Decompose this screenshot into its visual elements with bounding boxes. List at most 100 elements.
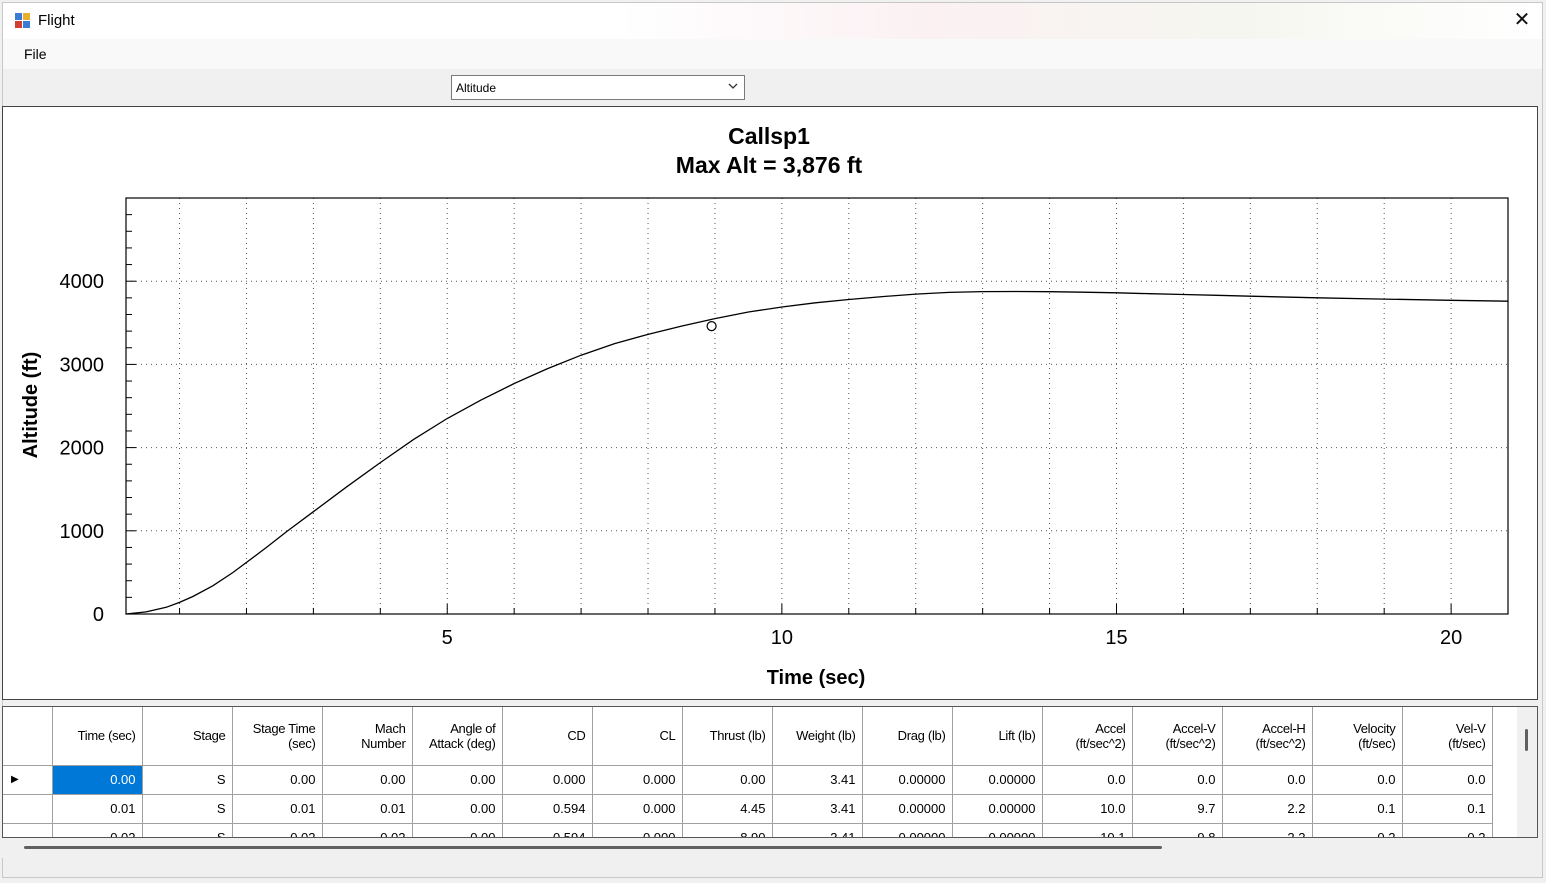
table-cell[interactable]: 2.2 (1222, 794, 1313, 824)
plot-frame (125, 197, 1509, 615)
table-cell[interactable]: 0.2 (1402, 823, 1493, 837)
table-cell[interactable]: 0.594 (502, 794, 593, 824)
chart-title: Callsp1 (728, 123, 810, 149)
y-tick-label: 4000 (60, 271, 105, 293)
table-cell[interactable]: 0.000 (592, 765, 683, 795)
table-cell[interactable]: 3.41 (772, 765, 863, 795)
table-cell[interactable]: 0.000 (592, 794, 683, 824)
table-cell[interactable]: 0.00 (412, 765, 503, 795)
flight-app-icon (15, 13, 31, 29)
column-header[interactable]: Mach Number (322, 707, 413, 766)
close-icon: ✕ (1513, 9, 1531, 31)
y-tick-label: 3000 (60, 354, 105, 376)
y-axis-label: Altitude (ft) (20, 352, 42, 459)
table-cell[interactable]: 0.000 (502, 765, 593, 795)
vertical-scroll-thumb[interactable] (1525, 729, 1528, 751)
table-cell[interactable]: 0.0 (1132, 765, 1223, 795)
menu-file[interactable]: File (24, 46, 47, 62)
table-cell[interactable]: 0.00 (232, 765, 323, 795)
table-cell[interactable]: 0.00000 (862, 823, 953, 837)
column-header[interactable]: Weight (lb) (772, 707, 863, 766)
y-tick-label: 2000 (60, 438, 105, 460)
grid-corner-cell[interactable] (3, 707, 53, 766)
horizontal-scrollbar[interactable] (2, 838, 1538, 858)
window-title: Flight (38, 12, 75, 29)
table-cell[interactable]: 0.0 (1042, 765, 1133, 795)
table-cell[interactable]: 0.0 (1402, 765, 1493, 795)
x-tick-label: 5 (442, 627, 453, 649)
table-cell[interactable]: 0.00000 (952, 765, 1043, 795)
table-row[interactable]: 0.01 S 0.01 0.01 0.00 0.594 0.000 4.45 3.41 0.000… (3, 794, 1493, 824)
table-cell[interactable]: 0.00000 (952, 823, 1043, 837)
column-header[interactable]: Drag (lb) (862, 707, 953, 766)
table-cell[interactable]: 3.41 (772, 794, 863, 824)
chart-subtitle: Max Alt = 3,876 ft (676, 152, 863, 178)
column-header[interactable]: Velocity (ft/sec) (1312, 707, 1403, 766)
table-cell[interactable]: 0.00 (682, 765, 773, 795)
chevron-down-icon (728, 83, 738, 89)
column-header[interactable]: CD (502, 707, 593, 766)
table-cell[interactable]: 4.45 (682, 794, 773, 824)
table-cell[interactable]: S (142, 823, 233, 837)
table-cell[interactable]: 0.594 (502, 823, 593, 837)
table-cell[interactable]: 0.00 (322, 765, 413, 795)
table-cell[interactable]: 9.7 (1132, 794, 1223, 824)
row-header[interactable] (3, 794, 53, 824)
x-axis-label: Time (sec) (767, 667, 866, 689)
column-header[interactable]: Stage (142, 707, 233, 766)
table-cell[interactable]: 0.00000 (952, 794, 1043, 824)
row-header[interactable]: ▶ (3, 765, 53, 795)
x-tick-label: 10 (771, 627, 793, 649)
plot-variable-select[interactable]: Altitude (451, 75, 745, 100)
title-bar[interactable]: Flight ✕ (3, 3, 1542, 39)
table-row[interactable]: 0.02 S 0.02 0.02 0.00 0.594 0.000 8.90 3.41 0.000… (3, 823, 1493, 837)
column-header[interactable]: CL (592, 707, 683, 766)
column-header[interactable]: Lift (lb) (952, 707, 1043, 766)
y-tick-label: 1000 (60, 521, 105, 543)
column-header[interactable]: Thrust (lb) (682, 707, 773, 766)
column-header[interactable]: Accel-H (ft/sec^2) (1222, 707, 1313, 766)
table-cell[interactable]: 0.2 (1312, 823, 1403, 837)
table-cell[interactable]: 0.02 (322, 823, 413, 837)
menu-bar: File (3, 39, 1542, 69)
table-cell[interactable]: 0.01 (232, 794, 323, 824)
table-cell[interactable]: 0.02 (52, 823, 143, 837)
column-header[interactable]: Vel-V (ft/sec) (1402, 707, 1493, 766)
table-cell[interactable]: 0.02 (232, 823, 323, 837)
table-row[interactable]: ▶ 0.00 S 0.00 0.00 0.00 0.000 0.000 0.00 3.41 0.00… (3, 765, 1493, 795)
horizontal-scroll-thumb[interactable] (24, 846, 1162, 849)
column-header[interactable]: Angle of Attack (deg) (412, 707, 503, 766)
column-header[interactable]: Stage Time (sec) (232, 707, 323, 766)
column-header[interactable]: Accel (ft/sec^2) (1042, 707, 1133, 766)
table-cell[interactable]: 0.1 (1402, 794, 1493, 824)
table-cell[interactable]: 3.41 (772, 823, 863, 837)
table-cell[interactable]: 2.2 (1222, 823, 1313, 837)
table-cell[interactable]: 0.0 (1222, 765, 1313, 795)
table-cell[interactable]: 0.0 (1312, 765, 1403, 795)
table-cell[interactable]: 0.00 (52, 765, 143, 795)
table-cell[interactable]: S (142, 765, 233, 795)
vertical-scrollbar[interactable] (1517, 707, 1537, 837)
table-cell[interactable]: 10.1 (1042, 823, 1133, 837)
x-tick-label: 20 (1440, 627, 1462, 649)
x-tick-label: 15 (1105, 627, 1127, 649)
table-cell[interactable]: 8.90 (682, 823, 773, 837)
table-cell[interactable]: 0.00 (412, 794, 503, 824)
table-cell[interactable]: S (142, 794, 233, 824)
table-cell[interactable]: 0.00000 (862, 794, 953, 824)
close-button[interactable]: ✕ (1502, 3, 1542, 39)
table-cell[interactable]: 0.000 (592, 823, 683, 837)
column-header[interactable]: Accel-V (ft/sec^2) (1132, 707, 1223, 766)
table-cell[interactable]: 9.8 (1132, 823, 1223, 837)
flight-data-grid[interactable]: Time (sec) Stage Stage Time (sec) Mach Number… (2, 706, 1538, 838)
toolbar: Altitude (3, 69, 1542, 109)
row-header[interactable] (3, 823, 53, 837)
table-cell[interactable]: 0.1 (1312, 794, 1403, 824)
column-header[interactable]: Time (sec) (52, 707, 143, 766)
table-cell[interactable]: 0.01 (52, 794, 143, 824)
table-cell[interactable]: 0.00000 (862, 765, 953, 795)
table-cell[interactable]: 0.00 (412, 823, 503, 837)
y-tick-label: 0 (93, 604, 104, 626)
table-cell[interactable]: 0.01 (322, 794, 413, 824)
table-cell[interactable]: 10.0 (1042, 794, 1133, 824)
